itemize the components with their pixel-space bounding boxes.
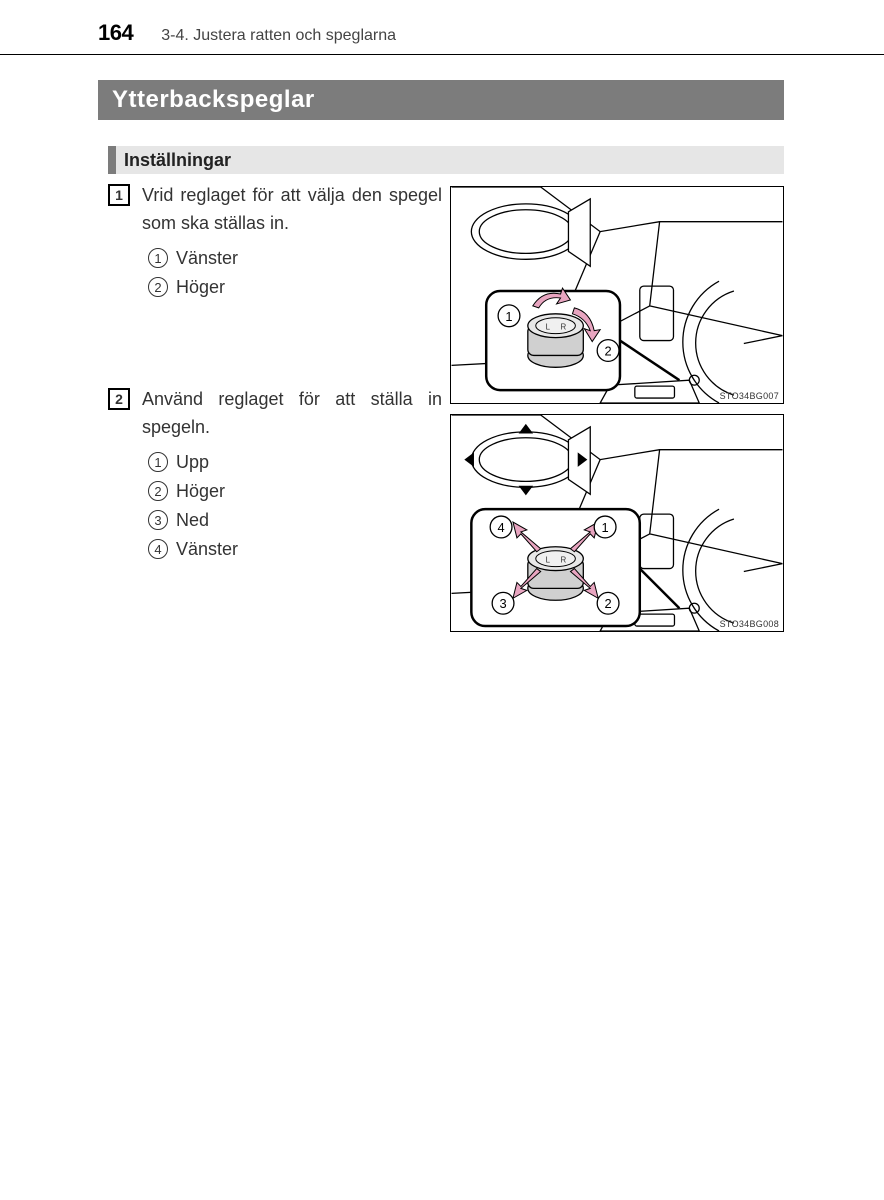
figure-1-svg: L R 1 2 bbox=[451, 187, 783, 403]
figure-code: STO34BG008 bbox=[720, 619, 779, 629]
svg-text:2: 2 bbox=[604, 596, 611, 611]
svg-text:1: 1 bbox=[602, 520, 609, 535]
step-number-box: 2 bbox=[108, 388, 130, 410]
top-rule bbox=[0, 54, 884, 55]
step-text: Vrid reglaget för att välja den spegel s… bbox=[142, 182, 442, 238]
step-number-box: 1 bbox=[108, 184, 130, 206]
page-header: 164 3-4. Justera ratten och speglarna bbox=[98, 20, 396, 46]
circled-number: 3 bbox=[148, 510, 168, 530]
svg-text:2: 2 bbox=[604, 343, 611, 358]
circled-number: 1 bbox=[148, 248, 168, 268]
title-bar: Ytterbackspeglar bbox=[98, 80, 784, 120]
sub-item-label: Höger bbox=[176, 481, 225, 502]
circled-number: 2 bbox=[148, 481, 168, 501]
figure-2: L R 1 2 3 4 STO34BG008 bbox=[450, 414, 784, 632]
sub-item-label: Ned bbox=[176, 510, 209, 531]
figure-1: L R 1 2 STO34BG007 bbox=[450, 186, 784, 404]
svg-text:R: R bbox=[561, 556, 567, 565]
circled-number: 2 bbox=[148, 277, 168, 297]
figure-code: STO34BG007 bbox=[720, 391, 779, 401]
subheading-bar: Inställningar bbox=[108, 146, 784, 174]
sub-item-label: Höger bbox=[176, 277, 225, 298]
svg-text:L: L bbox=[546, 323, 551, 332]
svg-text:R: R bbox=[561, 323, 567, 332]
circled-number: 4 bbox=[148, 539, 168, 559]
sub-item-label: Upp bbox=[176, 452, 209, 473]
sub-item-label: Vänster bbox=[176, 539, 238, 560]
svg-text:1: 1 bbox=[505, 309, 512, 324]
page-title: Ytterbackspeglar bbox=[112, 86, 315, 114]
figure-2-svg: L R 1 2 3 4 bbox=[451, 415, 783, 631]
svg-text:L: L bbox=[546, 556, 551, 565]
svg-text:3: 3 bbox=[499, 596, 506, 611]
page-number: 164 bbox=[98, 20, 133, 46]
sub-item-label: Vänster bbox=[176, 248, 238, 269]
subheading-text: Inställningar bbox=[124, 150, 231, 171]
svg-text:4: 4 bbox=[497, 520, 504, 535]
circled-number: 1 bbox=[148, 452, 168, 472]
section-label: 3-4. Justera ratten och speglarna bbox=[161, 27, 396, 45]
step-text: Använd reglaget för att ställa in spegel… bbox=[142, 386, 442, 442]
